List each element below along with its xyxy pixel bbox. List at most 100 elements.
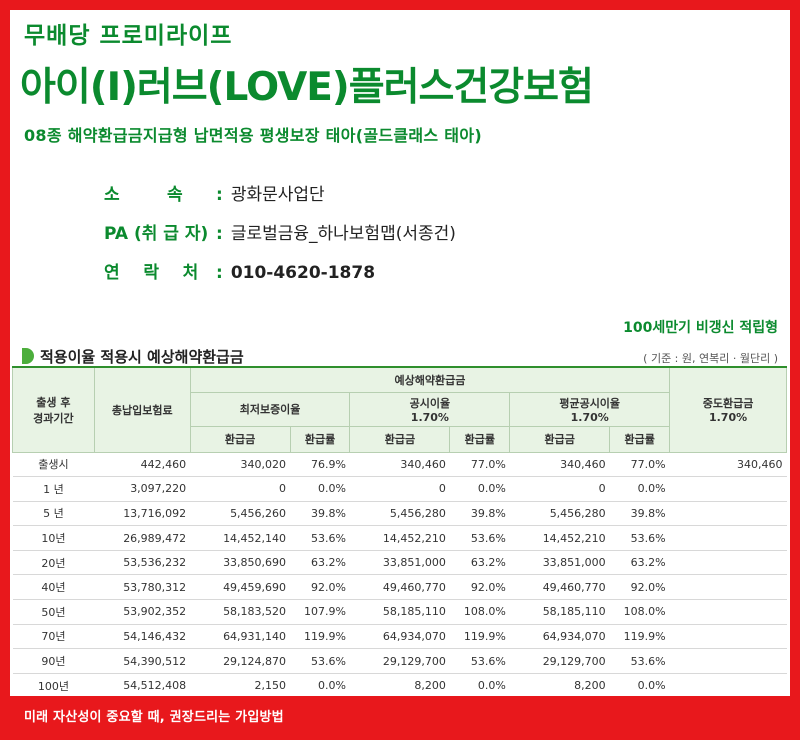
section-marker-icon: [22, 348, 34, 364]
info-label: PA (취 급 자): [104, 224, 209, 244]
cell-mid: [669, 550, 787, 576]
cell-premium: 54,146,432: [94, 624, 191, 650]
cell-premium: 54,512,408: [94, 673, 191, 696]
header-expected-refund: 예상해약환급금: [189, 366, 671, 393]
header-avg-rate: 평균공시이율 1.70%: [509, 391, 671, 427]
cell-mid: [669, 599, 787, 625]
cell-min-rate: 53.6%: [290, 648, 350, 674]
cell-avg-rate: 92.0%: [609, 574, 670, 601]
cell-pub-amt: 64,934,070: [349, 624, 450, 650]
cell-avg-amt: 8,200: [509, 673, 610, 696]
section-title: 적용이율 적용시 예상해약환급금: [40, 348, 244, 366]
cell-avg-rate: 0.0%: [609, 476, 670, 502]
cell-avg-amt: 49,460,770: [509, 574, 610, 601]
cell-premium: 13,716,092: [94, 501, 191, 527]
table-row: 50년 53,902,352 58,183,520 107.9% 58,185,110 1…: [12, 599, 787, 625]
cell-min-amt: 5,456,260: [190, 501, 291, 527]
cell-mid: [669, 525, 787, 551]
footer-note: 미래 자산성이 중요할 때, 권장드리는 가입방법: [24, 710, 284, 725]
cell-period: 5 년: [12, 501, 95, 527]
cell-avg-rate: 63.2%: [609, 550, 670, 576]
info-colon: :: [216, 224, 223, 244]
table-row: 출생시 442,460 340,020 76.9% 340,460 77.0% 340,46…: [12, 452, 787, 478]
cell-min-rate: 76.9%: [290, 452, 350, 478]
info-colon: :: [216, 185, 223, 205]
cell-period: 20년: [12, 550, 95, 576]
cell-mid: 340,460: [669, 452, 787, 478]
table-row: 20년 53,536,232 33,850,690 63.2% 33,851,000 63…: [12, 550, 787, 576]
cell-min-rate: 39.8%: [290, 501, 350, 527]
cell-pub-rate: 0.0%: [449, 673, 510, 696]
info-row-contact: 연 락 처:010-4620-1878: [104, 258, 375, 283]
header-ratio: 환급률: [449, 425, 511, 453]
header-amount: 환급금: [349, 425, 451, 453]
cell-pub-rate: 77.0%: [449, 452, 510, 478]
cell-avg-rate: 53.6%: [609, 648, 670, 674]
cell-premium: 26,989,472: [94, 525, 191, 551]
product-title: 아이(I)러브(LOVE)플러스건강보험: [20, 65, 594, 110]
cell-pub-amt: 8,200: [349, 673, 450, 696]
cell-pub-amt: 5,456,280: [349, 501, 450, 527]
cell-pub-rate: 119.9%: [449, 624, 510, 650]
cell-min-amt: 49,459,690: [190, 574, 291, 601]
cell-period: 100년: [12, 673, 95, 696]
cell-min-amt: 58,183,520: [190, 599, 291, 625]
cell-min-rate: 119.9%: [290, 624, 350, 650]
info-row-affiliation: 소 속: 광화문사업단: [104, 180, 325, 205]
cell-mid: [669, 476, 787, 502]
product-description: 08종 해약환급금지급형 납면적용 평생보장 태아(골드클래스 태아): [24, 126, 482, 145]
cell-min-rate: 63.2%: [290, 550, 350, 576]
cell-pub-rate: 53.6%: [449, 525, 510, 551]
info-row-agent: PA (취 급 자): 글로벌금융_하나보험맵(서종건): [104, 219, 456, 244]
cell-avg-rate: 39.8%: [609, 501, 670, 527]
cell-avg-amt: 340,460: [509, 452, 610, 478]
cell-avg-amt: 5,456,280: [509, 501, 610, 527]
cell-mid: [669, 673, 787, 696]
info-value: 광화문사업단: [230, 185, 325, 205]
cell-avg-amt: 33,851,000: [509, 550, 610, 576]
cell-pub-amt: 340,460: [349, 452, 450, 478]
cell-min-amt: 29,124,870: [190, 648, 291, 674]
table-row: 90년 54,390,512 29,124,870 53.6% 29,129,700 53…: [12, 648, 787, 674]
document-page: 무배당 프로미라이프 아이(I)러브(LOVE)플러스건강보험 08종 해약환급…: [10, 10, 790, 696]
cell-period: 70년: [12, 624, 95, 650]
cell-premium: 54,390,512: [94, 648, 191, 674]
plan-type: 100세만기 비갱신 적립형: [623, 320, 778, 336]
cell-min-amt: 2,150: [190, 673, 291, 696]
cell-mid: [669, 501, 787, 527]
cell-pub-amt: 49,460,770: [349, 574, 450, 601]
cell-min-amt: 0: [190, 476, 291, 502]
info-value: 010-4620-1878: [230, 263, 376, 283]
cell-min-amt: 64,931,140: [190, 624, 291, 650]
cell-pub-amt: 29,129,700: [349, 648, 450, 674]
cell-pub-rate: 63.2%: [449, 550, 510, 576]
header-premium: 총납입보험료: [93, 366, 191, 453]
cell-avg-rate: 77.0%: [609, 452, 670, 478]
table-row: 10년 26,989,472 14,452,140 53.6% 14,452,210 53…: [12, 525, 787, 551]
header-amount: 환급금: [189, 425, 291, 453]
cell-premium: 3,097,220: [94, 476, 191, 502]
cell-period: 10년: [12, 525, 95, 551]
cell-pub-amt: 33,851,000: [349, 550, 450, 576]
cell-pub-rate: 39.8%: [449, 501, 510, 527]
cell-premium: 53,902,352: [94, 599, 191, 625]
cell-min-rate: 0.0%: [290, 673, 350, 696]
cell-period: 40년: [12, 574, 95, 601]
info-label: 연 락 처: [104, 263, 199, 283]
cell-period: 50년: [12, 599, 95, 625]
cell-avg-amt: 0: [509, 476, 610, 502]
cell-avg-rate: 53.6%: [609, 525, 670, 551]
cell-avg-rate: 119.9%: [609, 624, 670, 650]
header-mid-refund: 중도환급금 1.70%: [669, 366, 787, 453]
cell-min-rate: 107.9%: [290, 599, 350, 625]
cell-pub-rate: 92.0%: [449, 574, 510, 601]
cell-pub-rate: 53.6%: [449, 648, 510, 674]
cell-min-amt: 33,850,690: [190, 550, 291, 576]
cell-premium: 53,536,232: [94, 550, 191, 576]
cell-mid: [669, 574, 787, 601]
header-ratio: 환급률: [609, 425, 671, 453]
cell-pub-amt: 58,185,110: [349, 599, 450, 625]
cell-min-rate: 92.0%: [290, 574, 350, 601]
info-colon: :: [216, 263, 223, 283]
header-ratio: 환급률: [289, 425, 351, 453]
